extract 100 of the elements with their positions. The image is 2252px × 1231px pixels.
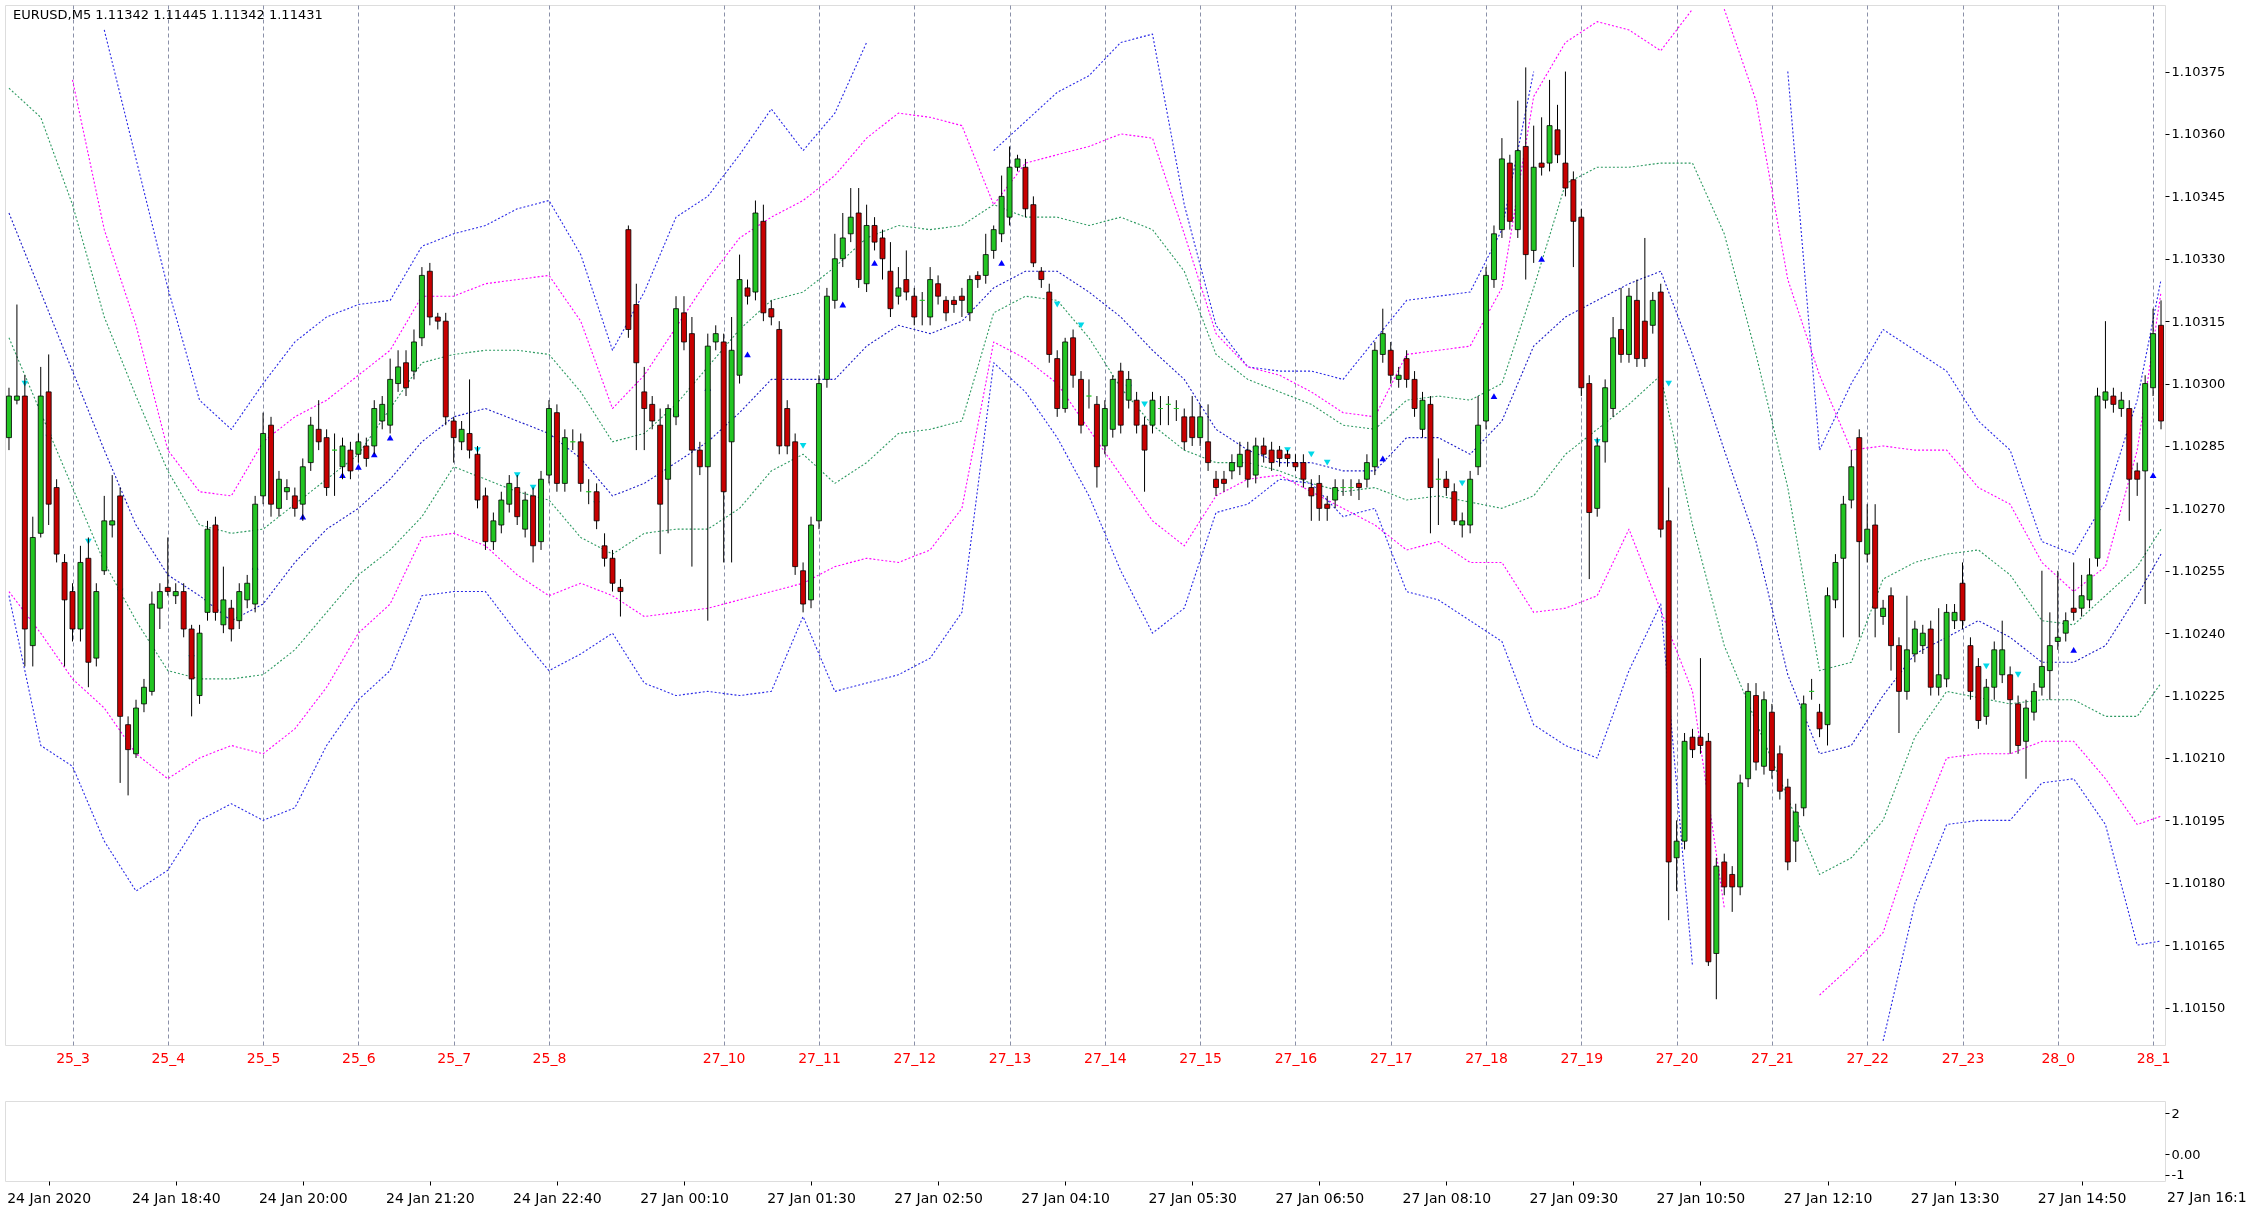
y-tick-label: 1.10270 [2171,500,2226,516]
y-tick-label: 1.10375 [2171,64,2226,80]
candlestick [1197,403,1204,447]
candlestick [109,474,116,538]
candlestick [649,395,656,430]
candlestick [1729,865,1736,913]
point [386,434,394,441]
candlestick [982,233,989,285]
x-tick-label: 25_8 [532,1049,567,1066]
x-tick-label: 27 Jan 02:50 [894,1189,983,1206]
candlestick [951,295,957,314]
candlestick [959,287,965,318]
candlestick [244,574,251,609]
candlestick [839,212,846,268]
x-tick-label: 24 Jan 2020 [7,1189,92,1206]
x-tick-label: 27_21 [1751,1049,1794,1066]
candlestick [1236,441,1243,476]
y-tick-label: 1.10240 [2171,625,2226,641]
x-tick-label: 27_22 [1846,1049,1890,1066]
candlestick [2039,570,2045,697]
x-tick-label: 24 Jan 18:40 [131,1189,221,1206]
x-tick-label: 28_0 [2041,1049,2076,1066]
y-tick-label: 1.10330 [2171,251,2226,267]
candlestick [172,582,179,605]
x-tick-label: 27_17 [1369,1049,1413,1066]
x-tick-label: 27 Jan 01:30 [767,1189,856,1206]
candlestick [943,295,949,322]
candlestick [712,324,719,351]
line-series [8,212,2162,755]
candlestick [1364,453,1370,489]
text: 27 Jan 16:1 [2167,1189,2247,1205]
y-tick-label: 1.10285 [2171,438,2226,454]
x-tick-label: 27_16 [1274,1049,1318,1066]
line-series [8,295,2162,875]
x-tick-label: 27 Jan 12:10 [1783,1189,1873,1206]
y-tick-label: 1.10165 [2171,937,2226,953]
y-tick-label: 1.10360 [2171,126,2226,142]
y-tick-label: 1.10300 [2171,376,2226,392]
y-tick-label: 0.00 [2171,1146,2201,1162]
candlestick [1308,478,1315,522]
x-tick-label: 27 Jan 10:50 [1656,1189,1746,1206]
y-tick-label: 2 [2171,1105,2180,1121]
candlestick [1880,599,1886,626]
candlestick [1356,478,1362,501]
candlestick [331,432,338,497]
candlestick [1459,512,1466,538]
x-tick-label: 27_20 [1655,1049,1699,1066]
candlestick [1229,453,1235,480]
candlestick [2054,570,2061,651]
line-series [993,33,1535,380]
line-series [1819,740,2162,996]
candlestick [2134,462,2141,497]
x-tick-label: 25_3 [56,1049,90,1066]
candlestick [379,395,386,430]
candlestick [617,578,624,618]
point [1538,255,1545,262]
y-tick-label: 1.10210 [2171,750,2226,766]
candlestick [1221,470,1227,493]
y-tick-label: 1.10195 [2171,812,2226,828]
candlestick [1919,624,1926,655]
y-tick-label: -1 [2171,1167,2185,1183]
candlestick [164,536,171,597]
x-tick-label: 27_14 [1084,1049,1127,1066]
candlestick [141,678,147,713]
line-series [1723,8,2162,593]
x-tick-label: 24 Jan 20:00 [258,1189,348,1206]
point [871,260,878,266]
x-tick-label: 27_13 [988,1049,1032,1066]
candlestick [395,349,401,393]
x-tick-label: 27 Jan 06:50 [1275,1189,1365,1206]
x-tick-label: 28_1 [2136,1049,2171,1066]
candlestick [1213,470,1219,497]
x-tick-label: 25_6 [342,1049,376,1066]
x-tick-label: 27 Jan 05:30 [1148,1189,1238,1206]
y-tick-label: 1.10180 [2171,875,2226,891]
x-tick-label: 25_7 [437,1049,472,1066]
x-tick-label: 27 Jan 08:10 [1402,1189,1492,1206]
candlestick [284,478,290,501]
x-tick-label: 25_4 [151,1049,186,1066]
candlestick [1443,470,1450,497]
candlestick [14,304,20,405]
line-series [8,87,2162,672]
line-series [103,29,868,430]
x-tick-label: 27 Jan 13:30 [1910,1189,2000,1206]
y-tick-label: 1.10150 [2171,1000,2226,1016]
candlestick [1038,266,1045,289]
point [2070,646,2078,653]
candlestick [291,487,298,518]
x-tick-label: 25_5 [246,1049,281,1066]
candlestick [641,366,648,451]
x-tick-label: 27 Jan 00:10 [640,1189,729,1206]
y-tick-label: 1.10345 [2171,188,2226,204]
x-tick-label: 27_11 [798,1049,841,1066]
point [2014,671,2022,678]
candlestick [1086,378,1092,410]
candlestick [2031,682,2037,722]
point [1141,401,1148,408]
x-tick-label: 27_12 [893,1049,937,1066]
candlestick [1189,395,1196,447]
candlestick [156,582,163,630]
